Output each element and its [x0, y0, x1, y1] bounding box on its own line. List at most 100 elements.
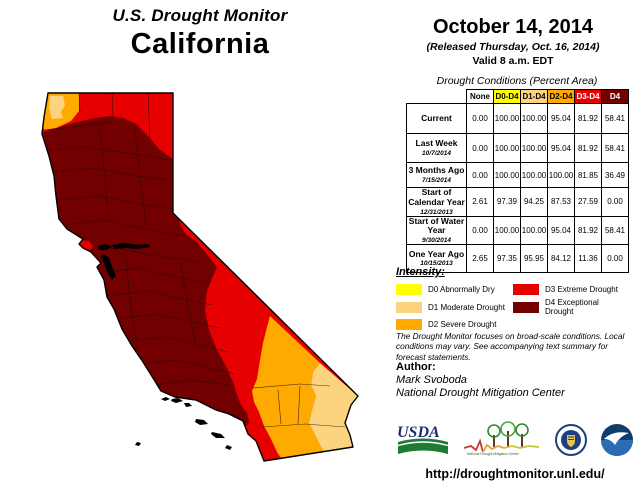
legend-item-d2: D2 Severe Drought	[396, 316, 511, 334]
table-cell: 95.95	[520, 244, 548, 274]
legend-label: D1 Moderate Drought	[428, 302, 505, 312]
legend-title: Intensity:	[396, 266, 445, 278]
table-cell: 2.61	[466, 187, 494, 217]
table-cell: 87.53	[547, 187, 575, 217]
table-cell: 100.00	[520, 133, 548, 163]
noaa-bird	[603, 432, 629, 445]
row-date: 7/15/2014	[422, 176, 451, 184]
table-row: 3 Months Ago 7/15/2014 0.00 100.00 100.00…	[406, 162, 629, 188]
table-cell: 27.59	[574, 187, 602, 217]
usda-swoosh	[397, 441, 449, 447]
table-cell: 11.36	[574, 244, 602, 274]
disclaimer-text: The Drought Monitor focuses on broad-sca…	[396, 331, 625, 362]
california-drought-map	[41, 92, 359, 462]
date-block: October 14, 2014 (Released Thursday, Oct…	[390, 16, 636, 67]
col-header-d3d4: D3-D4	[574, 89, 602, 104]
row-label: 3 Months Ago	[408, 165, 465, 176]
table-cell: 2.65	[466, 244, 494, 274]
usda-field-shape	[398, 438, 448, 454]
noaa-lower-half	[600, 440, 633, 456]
table-cell: 0.00	[466, 133, 494, 163]
legend-label: D4 Exceptional Drought	[545, 298, 599, 317]
legend-label: D2 Severe Drought	[428, 320, 497, 330]
table-cell: 81.92	[574, 103, 602, 134]
monitor-title: U.S. Drought Monitor	[112, 6, 288, 25]
row-label: Start of Water Year	[408, 215, 465, 236]
table-cell: 100.00	[493, 215, 521, 246]
ndmc-trees	[487, 421, 530, 447]
drought-conditions-table: None D0-D4 D1-D4 D2-D4 D3-D4 D4 Current …	[406, 89, 629, 274]
channel-islands	[135, 397, 232, 450]
table-cell: 97.39	[493, 187, 521, 217]
table-cell: 94.25	[520, 187, 548, 217]
table-cell: 0.00	[466, 162, 494, 188]
doc-seal-logo	[554, 424, 587, 456]
table-row: Start of Water Year 9/30/2014 0.00 100.00…	[406, 215, 629, 246]
table-row: One Year Ago 10/15/2013 2.65 97.35 95.95 …	[406, 244, 629, 274]
col-header-d1d4: D1-D4	[520, 89, 548, 104]
legend-item-d3: D3 Extreme Drought	[513, 281, 628, 299]
author-org: National Drought Mitigation Center	[396, 386, 565, 399]
col-header-d4: D4	[601, 89, 629, 104]
table-cell: 100.00	[520, 103, 548, 134]
table-cell: 100.00	[520, 162, 548, 188]
map-region-d1-northwest	[49, 96, 65, 119]
d0-swatch	[396, 284, 422, 296]
col-header-none: None	[466, 89, 494, 104]
seal-shield	[566, 435, 575, 447]
table-cell: 95.04	[547, 103, 575, 134]
legend-item-d1: D1 Moderate Drought	[396, 299, 511, 317]
legend-item-d4: D4 Exceptional Drought	[513, 298, 628, 317]
d2-swatch	[396, 319, 422, 331]
table-cell: 36.49	[601, 162, 629, 188]
table-cell: 0.00	[466, 215, 494, 246]
footer-url[interactable]: http://droughtmonitor.unl.edu/	[390, 467, 640, 481]
seal-shield-stripes	[567, 436, 574, 440]
col-header-d2d4: D2-D4	[547, 89, 575, 104]
row-date: 12/31/2013	[420, 208, 453, 216]
map-region-d4	[43, 116, 249, 428]
table-cell: 0.00	[601, 187, 629, 217]
legend-item-d0: D0 Abnormally Dry	[396, 281, 511, 299]
table-cell: 81.85	[574, 162, 602, 188]
usda-logo-text: USDA	[397, 424, 440, 441]
table-cell: 58.41	[601, 133, 629, 163]
table-corner-cell	[406, 89, 467, 104]
table-cell: 0.00	[601, 244, 629, 274]
d1-swatch	[396, 301, 422, 313]
row-date: 9/30/2014	[422, 237, 451, 245]
author-name: Mark Svoboda	[396, 373, 467, 386]
author-block: Author: Mark Svoboda National Drought Mi…	[396, 361, 565, 400]
table-cell: 58.41	[601, 103, 629, 134]
row-date: 10/15/2013	[420, 260, 453, 268]
logo-row: USDA National Drought Mitigation Center	[396, 419, 634, 461]
row-label: Current	[421, 112, 452, 123]
table-cell: 100.00	[493, 162, 521, 188]
usda-logo: USDA	[397, 424, 449, 454]
county-boundaries	[43, 93, 346, 428]
row-label: Last Week	[415, 138, 458, 149]
table-caption: Drought Conditions (Percent Area)	[436, 75, 598, 87]
table-cell: 0.00	[466, 103, 494, 134]
table-row: Start of Calendar Year 12/31/2013 2.61 97…	[406, 187, 629, 217]
report-date: October 14, 2014	[432, 16, 594, 38]
table-header-row: None D0-D4 D1-D4 D2-D4 D3-D4 D4	[406, 89, 629, 104]
row-date: 10/7/2014	[422, 149, 451, 157]
table-cell: 95.04	[547, 133, 575, 163]
legend-label: D0 Abnormally Dry	[428, 285, 495, 295]
table-row: Last Week 10/7/2014 0.00 100.00 100.00 95…	[406, 133, 629, 163]
table-row: Current 0.00 100.00 100.00 95.04 81.92 5…	[406, 103, 629, 134]
intensity-legend: D0 Abnormally Dry D1 Moderate Drought D2…	[396, 281, 628, 334]
d4-swatch	[513, 301, 539, 313]
legend-label: D3 Extreme Drought	[545, 285, 618, 295]
table-cell: 84.12	[547, 244, 575, 274]
table-cell: 100.00	[547, 162, 575, 188]
state-title: California	[130, 28, 270, 60]
ndmc-logo: National Drought Mitigation Center	[464, 421, 540, 456]
ndmc-caption: National Drought Mitigation Center	[467, 452, 520, 456]
droughtmonitor-link[interactable]: http://droughtmonitor.unl.edu/	[425, 467, 605, 481]
table-cell: 95.04	[547, 215, 575, 246]
d3-swatch	[513, 284, 539, 296]
table-cell: 100.00	[493, 133, 521, 163]
table-cell: 100.00	[520, 215, 548, 246]
